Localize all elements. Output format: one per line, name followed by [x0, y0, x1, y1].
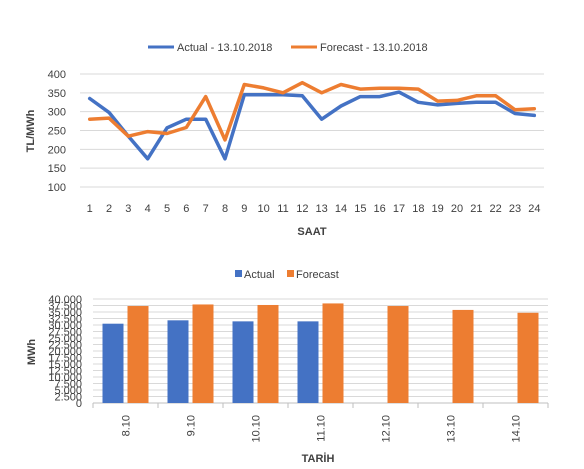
line-legend: Actual - 13.10.2018 Forecast - 13.10.201… [148, 42, 428, 54]
bar-y-tick-label: 12.500 [48, 366, 82, 378]
bar-y-tick-label: 5.000 [54, 385, 82, 397]
line-x-tick-label: 21 [470, 203, 482, 215]
forecast-bar [257, 304, 279, 403]
bar-y-tick-label: 7.500 [54, 379, 82, 391]
forecast-bar [517, 312, 539, 403]
bar-x-tick-label: 13.10 [446, 415, 458, 443]
line-y-tick-label: 250 [48, 126, 66, 138]
forecast-bar [322, 303, 344, 403]
bar-x-tick-label: 12.10 [381, 415, 393, 443]
line-x-tick-label: 19 [432, 203, 444, 215]
bar-x-axis-title: TARİH [302, 452, 335, 465]
bar-y-tick-label: 27.500 [48, 327, 82, 339]
line-x-tick-label: 9 [241, 203, 247, 215]
bar-x-tick-label: 8.10 [121, 415, 133, 436]
forecast-bar [192, 304, 214, 403]
bar-y-tick-label: 17.500 [48, 353, 82, 365]
bar-series-group [102, 303, 539, 403]
bar-x-tick-labels: 8.10 9.10 10.10 11.10 12.10 13.10 14.10 [121, 415, 523, 443]
bar-y-tick-label: 32.500 [48, 314, 82, 326]
bar-y-tick-label: 22.500 [48, 340, 82, 352]
line-x-tick-label: 24 [528, 203, 540, 215]
bar-x-tick-label: 14.10 [511, 415, 523, 443]
line-y-tick-labels: 100 150 200 250 300 350 400 [48, 69, 66, 194]
bar-x-tick-label: 11.10 [316, 415, 328, 442]
line-x-tick-label: 10 [258, 203, 270, 215]
line-x-tick-label: 4 [145, 203, 151, 215]
line-x-axis-title: SAAT [297, 226, 326, 238]
legend-actual-bar-label: Actual [244, 269, 275, 281]
line-x-tick-label: 8 [222, 203, 228, 215]
line-x-tick-label: 7 [203, 203, 209, 215]
bar-y-tick-label: 40.000 [48, 294, 82, 306]
line-y-tick-label: 150 [48, 163, 66, 175]
bar-y-tick-label: 35.000 [48, 307, 82, 319]
bar-y-tick-label: 15.000 [48, 359, 82, 371]
forecast-bar [387, 306, 409, 403]
line-x-tick-label: 15 [354, 203, 366, 215]
line-x-tick-label: 14 [335, 203, 347, 215]
bar-y-tick-label: 25.000 [48, 333, 82, 345]
forecast-bar [452, 309, 474, 403]
legend-forecast-label: Forecast - 13.10.2018 [320, 42, 428, 54]
bar-gridlines [92, 298, 549, 408]
bar-y-tick-label: 37.500 [48, 301, 82, 313]
line-gridlines [80, 73, 544, 188]
line-x-tick-label: 3 [125, 203, 131, 215]
legend-actual-label: Actual - 13.10.2018 [177, 42, 272, 54]
bar-y-tick-label: 30.000 [48, 320, 82, 332]
legend-actual-bar-swatch [235, 270, 242, 277]
bar-chart: Actual Forecast 02.5005.0007.50010.00012… [26, 269, 549, 465]
actual-bar [102, 323, 124, 403]
bar-y-tick-label: 0 [76, 398, 82, 410]
actual-bar [232, 321, 254, 403]
legend-forecast-bar-label: Forecast [296, 269, 339, 281]
line-y-tick-label: 300 [48, 107, 66, 119]
line-x-tick-label: 2 [106, 203, 112, 215]
line-x-tick-label: 22 [490, 203, 502, 215]
forecast-bar [127, 306, 149, 403]
line-x-tick-label: 17 [393, 203, 405, 215]
line-x-tick-label: 1 [87, 203, 93, 215]
line-x-tick-label: 5 [164, 203, 170, 215]
line-x-tick-label: 18 [412, 203, 424, 215]
actual-series-line [87, 90, 537, 161]
line-y-tick-label: 100 [48, 182, 66, 194]
bar-y-tick-label: 10.000 [48, 372, 82, 384]
line-x-tick-label: 12 [296, 203, 308, 215]
line-x-tick-label: 6 [183, 203, 189, 215]
line-chart: Actual - 13.10.2018 Forecast - 13.10.201… [25, 42, 544, 238]
forecast-series-line [87, 80, 537, 142]
bar-y-axis-title: MWh [26, 339, 38, 366]
line-x-tick-label: 20 [451, 203, 463, 215]
actual-bar [297, 321, 319, 403]
bar-y-tick-label: 2.500 [54, 392, 82, 404]
bar-x-tick-label: 9.10 [186, 415, 198, 436]
bar-y-tick-labels: 02.5005.0007.50010.00012.50015.00017.500… [48, 294, 82, 410]
actual-bar [167, 320, 189, 403]
legend-forecast-bar-swatch [287, 270, 294, 277]
line-series-group [87, 80, 537, 161]
bar-legend: Actual Forecast [235, 269, 339, 281]
line-y-tick-label: 350 [48, 88, 66, 100]
line-y-tick-label: 400 [48, 69, 66, 81]
line-x-tick-label: 13 [316, 203, 328, 215]
line-y-tick-label: 200 [48, 144, 66, 156]
bar-x-tick-label: 10.10 [251, 415, 263, 443]
line-x-tick-label: 16 [374, 203, 386, 215]
line-x-tick-label: 11 [277, 203, 288, 215]
line-x-tick-labels: 1 2 3 4 5 6 7 8 9 10 11 12 13 14 15 16 17 18 19 20 21 22 23 24 [87, 203, 541, 215]
line-x-tick-label: 23 [509, 203, 521, 215]
bar-y-tick-label: 20.000 [48, 346, 82, 358]
line-y-axis-title: TL/MWh [25, 109, 37, 152]
